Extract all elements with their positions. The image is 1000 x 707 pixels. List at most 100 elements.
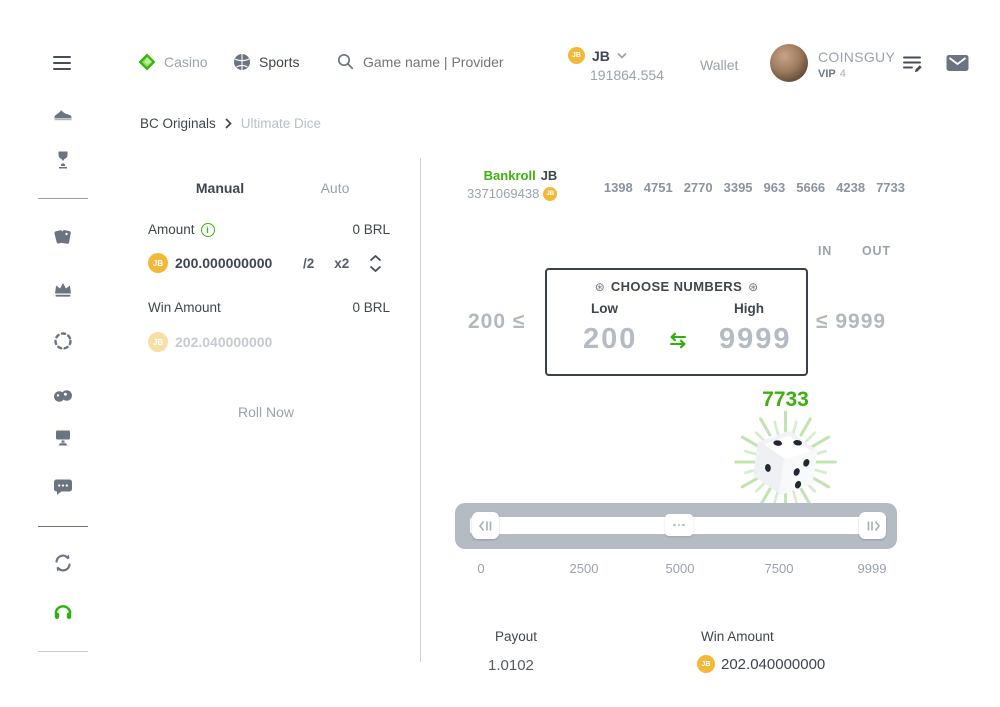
- min-bound-text: 200 ≤: [468, 310, 526, 333]
- max-bound-text: ≤ 9999: [816, 310, 887, 333]
- sparkle-icon: ⊛: [748, 279, 759, 294]
- low-value-input[interactable]: 200: [583, 323, 638, 355]
- wallet-button[interactable]: Wallet: [700, 57, 739, 73]
- coinflip-icon[interactable]: [52, 385, 74, 407]
- choose-numbers-title: CHOOSE NUMBERS: [610, 279, 743, 294]
- jb-coin-icon: JB: [543, 186, 558, 201]
- amount-input[interactable]: [175, 255, 295, 271]
- sports-ball-icon: [234, 54, 250, 70]
- tags-icon[interactable]: [52, 226, 74, 248]
- history-item: 4751: [643, 180, 673, 195]
- slider-center-grip[interactable]: [665, 514, 693, 536]
- nav-sports[interactable]: Sports: [233, 53, 299, 71]
- win-amount-label: Win Amount: [148, 300, 221, 315]
- info-icon[interactable]: [200, 222, 215, 237]
- breadcrumb: BC Originals Ultimate Dice: [140, 116, 321, 131]
- breadcrumb-chevron-icon: [225, 118, 232, 129]
- nav-casino[interactable]: Casino: [138, 53, 208, 71]
- chevron-down-icon: [370, 265, 382, 272]
- high-label: High: [734, 301, 764, 316]
- payout-label: Payout: [495, 629, 538, 644]
- amount-stepper[interactable]: [369, 254, 382, 272]
- history-item: 3395: [723, 180, 753, 195]
- win-amount-footer-row: JB 202.040000000: [697, 655, 825, 673]
- history-item: 1398: [603, 180, 633, 195]
- handle-high-icon: [867, 520, 880, 531]
- search-box[interactable]: [337, 53, 528, 70]
- scale-tick: 2500: [569, 561, 599, 576]
- jb-coin-icon: JB: [568, 47, 585, 64]
- range-slider[interactable]: [455, 503, 897, 549]
- panel-divider: [420, 158, 421, 662]
- desk-icon[interactable]: [52, 426, 74, 448]
- search-icon: [337, 53, 354, 70]
- jb-coin-icon: JB: [697, 655, 715, 673]
- chat-icon[interactable]: [52, 476, 74, 498]
- out-toggle[interactable]: OUT: [862, 244, 891, 258]
- search-input[interactable]: [363, 53, 528, 70]
- swap-icon[interactable]: [52, 552, 74, 574]
- scale-tick: 0: [477, 561, 485, 576]
- vip-label: VIP: [818, 68, 836, 80]
- balance-selector[interactable]: JB JB 191864.554: [568, 47, 664, 83]
- trophy-icon[interactable]: [52, 149, 74, 171]
- jb-coin-icon: JB: [148, 253, 168, 273]
- breadcrumb-page: Ultimate Dice: [240, 116, 322, 131]
- jb-coin-icon: JB: [148, 332, 168, 352]
- support-headphones-icon[interactable]: [52, 600, 74, 622]
- roll-now-button[interactable]: Roll Now: [237, 404, 294, 420]
- menu-button[interactable]: [53, 52, 71, 74]
- bankroll-selector[interactable]: Bankroll JB 3371069438 JB: [467, 168, 558, 201]
- slider-handle-low[interactable]: [472, 512, 499, 539]
- history-item: 963: [763, 180, 786, 195]
- scale-tick: 5000: [665, 561, 695, 576]
- bankroll-label: Bankroll: [483, 168, 536, 183]
- chevron-up-icon: [370, 254, 382, 261]
- win-amount-row: JB: [148, 330, 305, 354]
- history-item: 4238: [836, 180, 866, 195]
- bet-panel: Manual Auto Amount 0 BRL JB /2 x2 Win Am…: [140, 172, 392, 642]
- tab-manual[interactable]: Manual: [195, 180, 245, 196]
- breadcrumb-section[interactable]: BC Originals: [140, 116, 216, 131]
- handle-low-icon: [478, 520, 491, 531]
- vip-level: 4: [839, 68, 846, 80]
- amount-fiat: 0 BRL: [352, 222, 390, 237]
- win-amount-value: [175, 334, 305, 350]
- choose-numbers-box: ⊛ CHOOSE NUMBERS ⊛ Low High 200 9999: [545, 268, 808, 376]
- amount-label: Amount: [148, 222, 195, 237]
- amount-input-row: JB /2 x2: [148, 250, 384, 276]
- high-value-input[interactable]: 9999: [719, 323, 792, 355]
- history-item: 2770: [683, 180, 713, 195]
- bankroll-value: 3371069438: [467, 186, 540, 201]
- roll-result: 7733: [762, 388, 809, 411]
- swap-values-icon[interactable]: [667, 332, 689, 349]
- bet-list-icon[interactable]: [903, 55, 923, 73]
- tab-auto[interactable]: Auto: [320, 180, 350, 196]
- low-label: Low: [591, 301, 618, 316]
- chevron-down-icon: [617, 52, 627, 59]
- sidebar-divider: [38, 198, 88, 199]
- currency-code: JB: [592, 47, 610, 64]
- history-item: 5666: [796, 180, 826, 195]
- half-bet-button[interactable]: /2: [303, 255, 315, 271]
- bankroll-currency: JB: [540, 168, 558, 183]
- dashed-circle-icon[interactable]: [52, 330, 74, 352]
- sneaker-icon[interactable]: [52, 102, 74, 124]
- dice-icon: [734, 410, 837, 514]
- payout-value: 1.0102: [488, 657, 534, 674]
- double-bet-button[interactable]: x2: [334, 255, 350, 271]
- casino-label: Casino: [164, 54, 208, 70]
- slider-handle-high[interactable]: [859, 512, 886, 539]
- avatar[interactable]: [770, 44, 808, 82]
- win-amount-fiat: 0 BRL: [352, 300, 390, 315]
- scale-tick: 9999: [857, 561, 887, 576]
- user-info: COINSGUY VIP 4: [818, 49, 895, 80]
- mail-icon[interactable]: [946, 54, 969, 72]
- in-toggle[interactable]: IN: [818, 244, 833, 258]
- crown-icon[interactable]: [52, 278, 74, 300]
- scale-tick: 7500: [764, 561, 794, 576]
- casino-diamond-icon: [138, 53, 156, 71]
- history-item: 7733: [876, 180, 905, 195]
- results-history: 1398 4751 2770 3395 963 5666 4238 7733: [600, 180, 905, 195]
- win-amount-footer-label: Win Amount: [701, 629, 774, 644]
